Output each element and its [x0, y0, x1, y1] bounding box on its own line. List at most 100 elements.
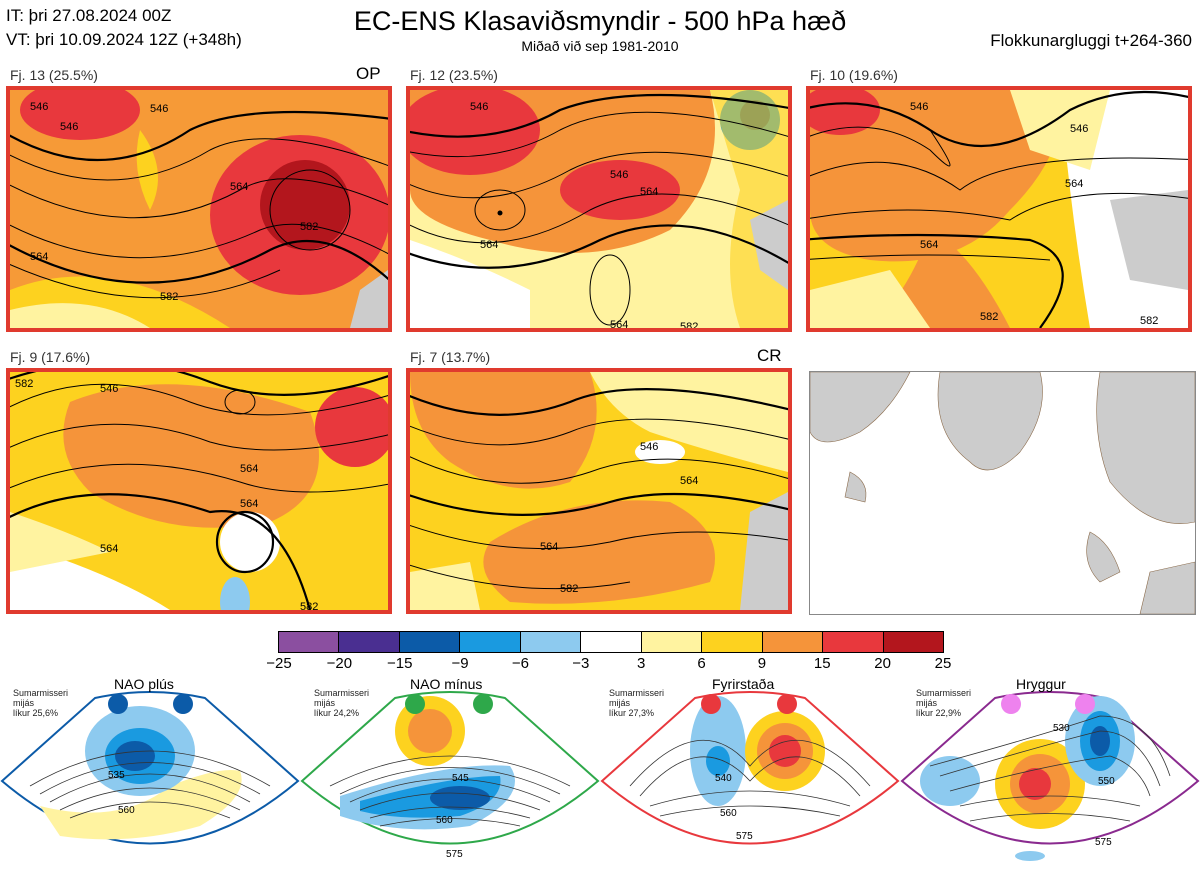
color-bar-tick-label: 6	[697, 655, 706, 672]
contour-label: 546	[1070, 123, 1088, 135]
color-bar-tick-label: −9	[451, 655, 469, 672]
color-bar	[278, 631, 944, 653]
panel-3-label: Fj. 10 (19.6%)	[810, 67, 898, 83]
contour-label: 564	[30, 251, 48, 263]
color-bar-swatch	[581, 632, 642, 652]
color-bar-swatch	[762, 632, 824, 652]
cluster-map-4-svg: 582 546 564 564 564 582	[10, 372, 388, 610]
color-bar-swatch	[279, 632, 340, 652]
contour-label: 582	[160, 291, 178, 303]
contour-label: 546	[30, 101, 48, 113]
reference-map-svg	[809, 371, 1196, 615]
panel-5-tag: CR	[757, 346, 782, 365]
contour-label: 564	[680, 475, 698, 487]
contour-label: 564	[1065, 178, 1083, 190]
regime-title: NAO plús	[114, 676, 174, 692]
contour-label: 564	[640, 186, 658, 198]
contour-label: 564	[920, 239, 938, 251]
regime-info: Sumarmisseri mijás líkur 25,6%	[13, 688, 69, 718]
cluster-map-3-svg: 546 546 564 564 582 582	[810, 90, 1188, 328]
regime-dot	[173, 694, 193, 714]
regime-info: Sumarmisseri mijás líkur 22,9%	[916, 688, 972, 718]
color-bar-swatch	[339, 632, 400, 652]
regime-dot	[701, 694, 721, 714]
contour-label: 546	[150, 103, 168, 115]
contour-label: 575	[736, 831, 753, 842]
cluster-map-1-svg: 546 546 564 582 582 564 546	[10, 90, 388, 328]
regime-nao-minus	[300, 691, 600, 845]
cluster-map-1: 546 546 564 582 582 564 546	[6, 86, 392, 332]
panel-2-label: Fj. 12 (23.5%)	[410, 67, 498, 83]
cluster-map-2: 546 564 564 582 564 546	[406, 86, 792, 332]
cluster-map-4: 582 546 564 564 564 582	[6, 368, 392, 614]
panel-4-label: Fj. 9 (17.6%)	[10, 349, 91, 365]
contour-label: 575	[1095, 837, 1112, 848]
regime-dot	[108, 694, 128, 714]
contour-label: 564	[240, 463, 258, 475]
contour-label: 564	[230, 181, 248, 193]
contour-label: 564	[610, 319, 628, 328]
regime-dot	[405, 694, 425, 714]
contour-label: 546	[910, 101, 928, 113]
regime-dot	[1001, 694, 1021, 714]
panel-5-label: Fj. 7 (13.7%)	[410, 349, 491, 365]
contour-label: 564	[100, 543, 118, 555]
cluster-map-2-svg: 546 564 564 582 564 546	[410, 90, 788, 328]
regime-title: Fyrirstaða	[712, 676, 775, 692]
contour-label: 582	[560, 583, 578, 595]
regime-blocking	[600, 691, 900, 845]
color-bar-tick-label: −20	[326, 655, 353, 672]
color-bar-swatch	[520, 632, 582, 652]
panel-1-tag: OP	[356, 64, 381, 83]
contour-label: 582	[1140, 315, 1158, 327]
regime-dot	[473, 694, 493, 714]
contour-label: 535	[108, 770, 125, 781]
page-subtitle: Miðað við sep 1981-2010	[521, 38, 679, 54]
cluster-map-5: 546 564 564 582	[406, 368, 792, 614]
color-bar-swatch	[399, 632, 461, 652]
contour-label: 546	[470, 101, 488, 113]
regime-title: Hryggur	[1016, 676, 1066, 692]
contour-label: 564	[240, 498, 258, 510]
color-bar-tick-label: −15	[386, 655, 413, 672]
contour-label: 564	[480, 239, 498, 251]
contour-label: 546	[60, 121, 78, 133]
contour-label: 560	[436, 815, 453, 826]
contour-label: 582	[680, 321, 698, 328]
contour-label: 560	[118, 805, 135, 816]
contour-label: 582	[300, 601, 318, 610]
regime-nao-plus	[0, 691, 300, 845]
color-bar-swatch	[460, 632, 521, 652]
classification-window: Flokkunargluggi t+264-360	[990, 31, 1192, 50]
contour-label: 550	[1098, 776, 1115, 787]
init-time: IT: þri 27.08.2024 00Z	[6, 6, 172, 25]
regime-dot	[1075, 694, 1095, 714]
reference-map	[809, 371, 1196, 615]
contour-label: 546	[640, 441, 658, 453]
contour-label: 582	[300, 221, 318, 233]
color-bar-tick-label: 3	[637, 655, 646, 672]
regime-ridge	[900, 691, 1200, 861]
regime-info: Sumarmisseri mijás líkur 27,3%	[609, 688, 665, 718]
contour-label: 545	[452, 773, 469, 784]
color-bar-swatch	[702, 632, 763, 652]
contour-label: 546	[610, 169, 628, 181]
color-bar-tick-label: −3	[572, 655, 590, 672]
color-bar-tick-label: −6	[511, 655, 530, 672]
valid-time: VT: þri 10.09.2024 12Z (+348h)	[6, 30, 242, 49]
cluster-map-5-svg: 546 564 564 582	[410, 372, 788, 610]
regime-dot	[777, 694, 797, 714]
color-bar-swatch	[641, 632, 703, 652]
page-title: EC-ENS Klasaviðsmyndir - 500 hPa hæð	[353, 6, 847, 36]
cluster-map-3: 546 546 564 564 582 582	[806, 86, 1192, 332]
panel-1-label: Fj. 13 (25.5%)	[10, 67, 98, 83]
contour-label: 582	[980, 311, 998, 323]
color-bar-swatches	[278, 631, 944, 653]
regime-title: NAO mínus	[410, 676, 483, 692]
contour-label: 546	[100, 383, 118, 395]
contour-label: 560	[720, 808, 737, 819]
color-bar-tick-label: 9	[757, 655, 767, 672]
contour-label: 540	[715, 773, 732, 784]
color-bar-tick-label: 15	[813, 655, 831, 672]
regime-row-svg: 535 560 545 560 575 540 560 575 530 550 …	[0, 691, 1200, 861]
